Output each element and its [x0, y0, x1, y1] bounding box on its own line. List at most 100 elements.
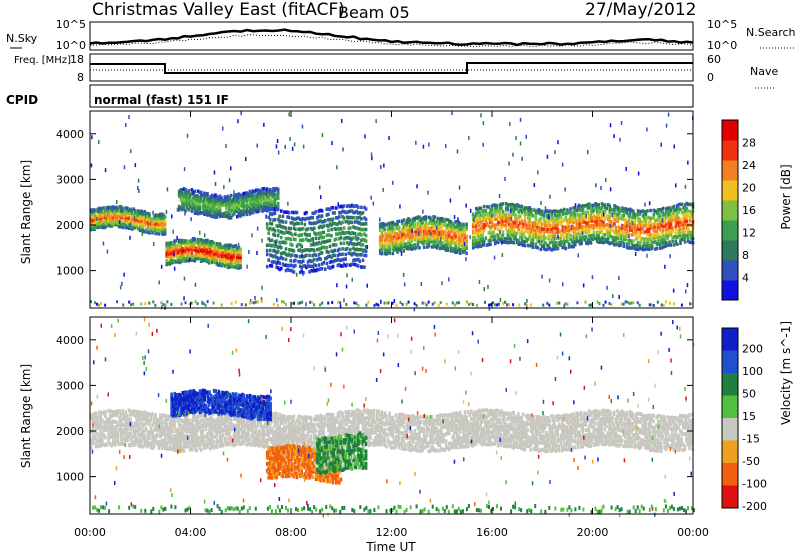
power-cell: [287, 215, 291, 220]
power-cell: [335, 258, 338, 263]
power-cell: [170, 302, 173, 306]
power-cell: [165, 259, 168, 263]
power-cell: [360, 238, 363, 243]
power-cell: [320, 225, 324, 229]
power-cell: [346, 247, 349, 251]
power-cell: [433, 239, 437, 244]
power-cell: [458, 185, 461, 190]
power-cell: [407, 247, 410, 251]
power-cell: [166, 262, 170, 266]
power-cell: [165, 254, 168, 258]
power-cell: [424, 229, 428, 233]
power-cell: [378, 222, 382, 227]
power-cell: [656, 300, 659, 304]
power-cell: [176, 256, 179, 261]
power-cell: [187, 255, 190, 259]
power-cell: [101, 224, 104, 228]
power-cell: [207, 247, 211, 251]
power-cell: [204, 208, 208, 212]
power-cell: [500, 222, 503, 226]
power-cell: [115, 214, 118, 219]
power-cell: [674, 224, 678, 228]
power-cell: [215, 197, 219, 202]
power-cell: [443, 237, 446, 241]
power-cell: [116, 221, 120, 225]
power-cell: [259, 194, 263, 199]
power-cell: [495, 212, 499, 217]
power-cell: [276, 250, 280, 254]
power-cell: [430, 229, 434, 233]
power-cell: [422, 231, 426, 235]
power-cell: [273, 201, 277, 205]
power-cell: [524, 302, 527, 306]
power-cell: [275, 244, 278, 248]
power-cell: [185, 195, 189, 200]
power-cell: [281, 214, 285, 219]
power-cell: [188, 201, 192, 206]
power-cell: [496, 303, 498, 307]
power-cell: [561, 219, 564, 223]
power-cell: [352, 216, 355, 220]
power-cell: [655, 246, 659, 251]
nave-label: Nave: [750, 65, 778, 78]
power-cell: [218, 204, 222, 208]
power-cell: [172, 229, 174, 234]
power-cell: [263, 122, 265, 127]
power-cell: [680, 303, 683, 307]
station-title: Christmas Valley East (fitACF): [92, 0, 345, 20]
power-colorbar-tick: 24: [742, 159, 756, 172]
power-cell: [418, 235, 421, 239]
power-cell: [297, 227, 300, 231]
power-cell: [563, 229, 566, 234]
power-cell: [555, 247, 558, 251]
power-cell: [294, 210, 297, 215]
power-cell: [259, 200, 263, 204]
power-cell: [276, 195, 280, 199]
power-cell: [328, 222, 332, 226]
power-cell: [577, 232, 580, 236]
power-cell: [206, 208, 209, 212]
power-cell: [204, 192, 208, 196]
power-cell: [413, 235, 417, 240]
power-cell: [558, 236, 561, 241]
power-cell: [177, 204, 181, 209]
power-cell: [166, 255, 170, 259]
power-cell: [438, 225, 442, 229]
power-cell: [522, 243, 525, 247]
power-cell: [225, 243, 228, 248]
power-cell: [459, 251, 462, 255]
power-cell: [152, 215, 156, 219]
power-cell: [336, 222, 340, 226]
power-cell: [237, 253, 241, 257]
power-cell: [525, 134, 527, 139]
power-cell: [686, 283, 689, 288]
power-cell: [135, 210, 139, 214]
power-cell: [405, 245, 409, 249]
power-cell: [185, 202, 189, 206]
power-cell: [218, 202, 222, 206]
power-cell: [181, 205, 184, 209]
power-cell: [256, 143, 258, 148]
power-cell: [227, 215, 230, 220]
power-cell: [228, 201, 231, 205]
power-cell: [322, 219, 325, 224]
power-cell: [480, 113, 482, 118]
power-cell: [350, 203, 354, 208]
power-cell: [512, 227, 516, 232]
power-cell: [212, 206, 216, 211]
power-cell: [327, 239, 330, 243]
power-cell: [239, 197, 242, 201]
power-cell: [317, 209, 321, 213]
power-cell: [495, 209, 499, 214]
power-cell: [260, 300, 263, 304]
power-cell: [514, 234, 517, 238]
power-cell: [416, 227, 420, 231]
power-cell: [393, 234, 396, 238]
power-cell: [171, 259, 175, 263]
power-cell: [530, 207, 533, 212]
power-cell: [405, 225, 409, 230]
power-cell: [457, 228, 461, 233]
power-colorbar-label: Power [dB]: [779, 164, 793, 229]
power-cell: [475, 227, 478, 232]
power-cell: [509, 202, 513, 207]
